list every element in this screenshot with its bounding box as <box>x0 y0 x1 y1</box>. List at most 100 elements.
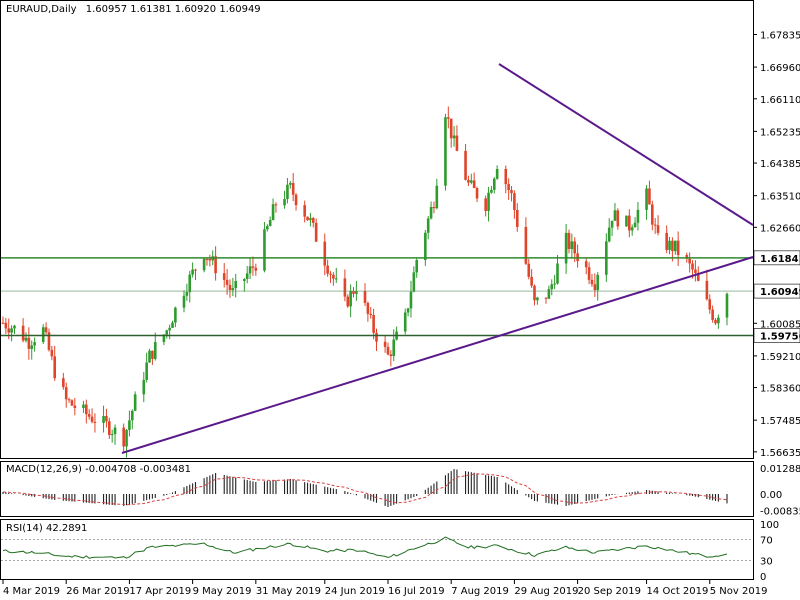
candle-body <box>349 291 352 307</box>
candle-body <box>708 299 712 310</box>
candle-body <box>188 274 192 293</box>
date-tick-label: 9 May 2019 <box>193 586 252 597</box>
candle-body <box>53 356 57 379</box>
candle-body <box>27 337 31 349</box>
macd-panel <box>0 461 754 517</box>
candle-body <box>346 296 350 307</box>
date-tick-label: 7 Aug 2019 <box>451 586 509 597</box>
price-tick-label: 1.66110 <box>760 95 800 106</box>
candle-body <box>587 267 591 280</box>
candle-body <box>67 399 71 401</box>
price-tick-label: 1.58360 <box>760 384 800 395</box>
candle-body <box>630 227 634 231</box>
candle-body <box>432 206 436 209</box>
candle-body <box>467 179 470 183</box>
candle-body <box>291 183 295 195</box>
candle-body <box>105 416 108 422</box>
candle-body <box>248 266 252 274</box>
candle-body <box>725 293 729 318</box>
candle-body <box>547 289 551 299</box>
candle-body <box>133 394 137 411</box>
candle-body <box>343 278 347 297</box>
candle-body <box>110 434 114 436</box>
candle-body <box>125 429 128 447</box>
rsi-tick-label: 100 <box>760 520 779 531</box>
candle-body <box>225 279 229 285</box>
candle-body <box>544 297 548 299</box>
candle-body <box>13 325 16 329</box>
price-tick-label: 1.62660 <box>760 223 800 234</box>
candle-body <box>268 220 272 227</box>
rsi-tick-label: 70 <box>760 536 773 547</box>
candle-body <box>208 258 212 261</box>
candle-body <box>668 240 671 250</box>
candle-body <box>691 263 694 270</box>
candle-body <box>455 135 459 151</box>
candle-body <box>596 274 600 291</box>
candle-body <box>607 227 611 242</box>
candle-body <box>274 204 278 206</box>
candle-body <box>676 240 680 256</box>
candle-body <box>50 349 54 357</box>
candle-body <box>182 295 186 308</box>
rsi-label: RSI(14) 42.2891 <box>6 523 88 534</box>
candle-body <box>21 325 25 341</box>
candle-body <box>424 232 427 261</box>
candle-body <box>452 135 456 139</box>
candle-body <box>263 229 266 271</box>
rising-trendline <box>121 256 754 454</box>
candle-body <box>323 241 327 266</box>
price-tick-label: 1.66960 <box>760 63 800 74</box>
candle-body <box>633 222 637 228</box>
price-tick-label: 1.64385 <box>760 159 800 170</box>
candle-body <box>673 240 677 252</box>
date-tick-label: 17 Apr 2019 <box>129 586 191 597</box>
candle-body <box>130 410 134 421</box>
candle-body <box>222 273 226 280</box>
price-tick-label: 1.60085 <box>760 319 800 330</box>
candle-body <box>171 322 174 328</box>
candle-body <box>653 224 657 226</box>
candle-body <box>406 308 410 313</box>
candle-body <box>90 416 94 422</box>
price-tick-label: 1.57485 <box>760 416 800 427</box>
candle-body <box>228 284 232 290</box>
candle-body <box>386 346 390 355</box>
candle-body <box>714 319 717 324</box>
candle-body <box>705 280 709 300</box>
candle-body <box>553 283 556 285</box>
date-tick-label: 4 Mar 2019 <box>3 586 60 597</box>
candle-body <box>392 339 396 357</box>
candle-body <box>444 117 447 186</box>
candle-body <box>47 332 51 350</box>
candle-body <box>484 198 487 211</box>
candle-body <box>593 284 597 291</box>
symbol-label: EURAUD,Daily <box>6 4 77 15</box>
candle-body <box>475 188 479 199</box>
current-price-tag-box <box>753 283 800 299</box>
candle-body <box>314 222 318 242</box>
candle-body <box>429 206 433 219</box>
candle-body <box>85 404 88 415</box>
rsi-tick-label: 30 <box>760 556 773 567</box>
candle-body <box>570 241 574 250</box>
current-price-tag: 1.60949 <box>760 287 800 298</box>
candle-body <box>636 209 640 223</box>
candle-body <box>10 328 13 333</box>
candle-body <box>504 168 508 185</box>
candle-body <box>665 232 668 250</box>
candle-body <box>153 342 157 359</box>
candle-body <box>375 332 378 342</box>
candle-body <box>550 284 554 290</box>
candle-body <box>449 118 453 139</box>
candle-body <box>306 216 309 221</box>
date-tick-label: 14 Oct 2019 <box>647 586 709 597</box>
candle-body <box>472 180 476 189</box>
candle-body <box>415 260 419 273</box>
lower-level-tag-box <box>753 328 800 343</box>
candle-body <box>656 225 660 233</box>
candle-body <box>513 193 516 211</box>
price-tick-label: 1.56635 <box>760 448 800 459</box>
